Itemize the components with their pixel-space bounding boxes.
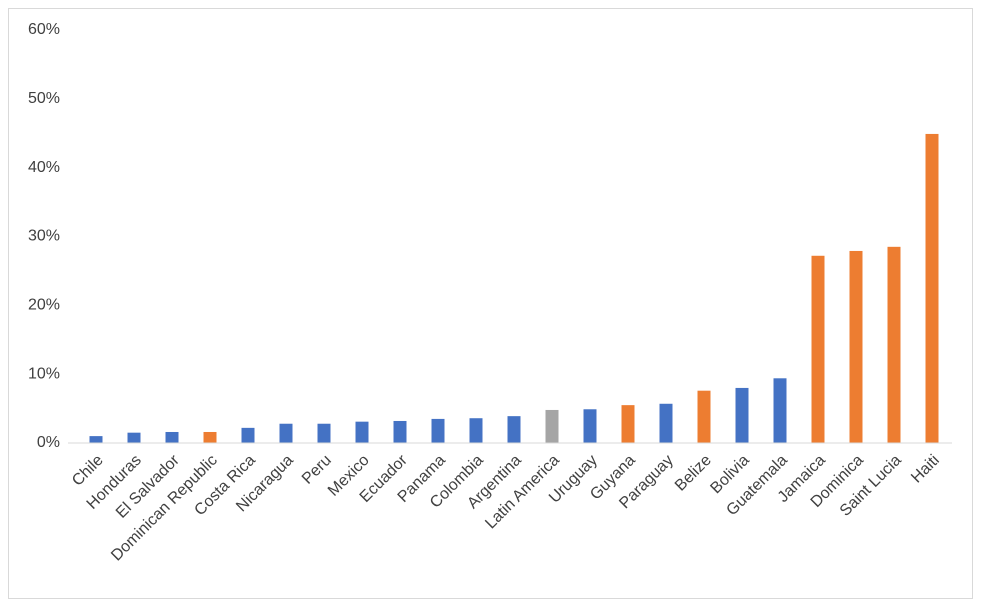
bar	[203, 431, 217, 443]
bar	[773, 378, 787, 443]
bar	[469, 418, 483, 443]
bar	[545, 409, 559, 443]
y-tick-label: 50%	[28, 90, 60, 107]
bar	[431, 418, 445, 443]
bar	[355, 421, 369, 443]
bar	[241, 427, 255, 443]
bar	[887, 246, 901, 443]
y-tick-label: 0%	[37, 434, 60, 451]
bar	[621, 405, 635, 443]
bar	[89, 436, 103, 443]
bar	[507, 416, 521, 443]
bar	[583, 409, 597, 443]
bar	[317, 423, 331, 443]
bar	[127, 432, 141, 443]
y-tick-label: 10%	[28, 365, 60, 382]
bar	[811, 255, 825, 443]
bar	[697, 390, 711, 443]
bar	[735, 387, 749, 443]
bar	[925, 133, 939, 443]
y-tick-label: 30%	[28, 228, 60, 245]
bar	[849, 250, 863, 443]
bar	[659, 403, 673, 443]
y-tick-label: 20%	[28, 297, 60, 314]
bar	[279, 423, 293, 443]
bar	[393, 420, 407, 443]
y-tick-label: 40%	[28, 159, 60, 176]
bar	[165, 431, 179, 443]
y-tick-label: 60%	[28, 21, 60, 38]
